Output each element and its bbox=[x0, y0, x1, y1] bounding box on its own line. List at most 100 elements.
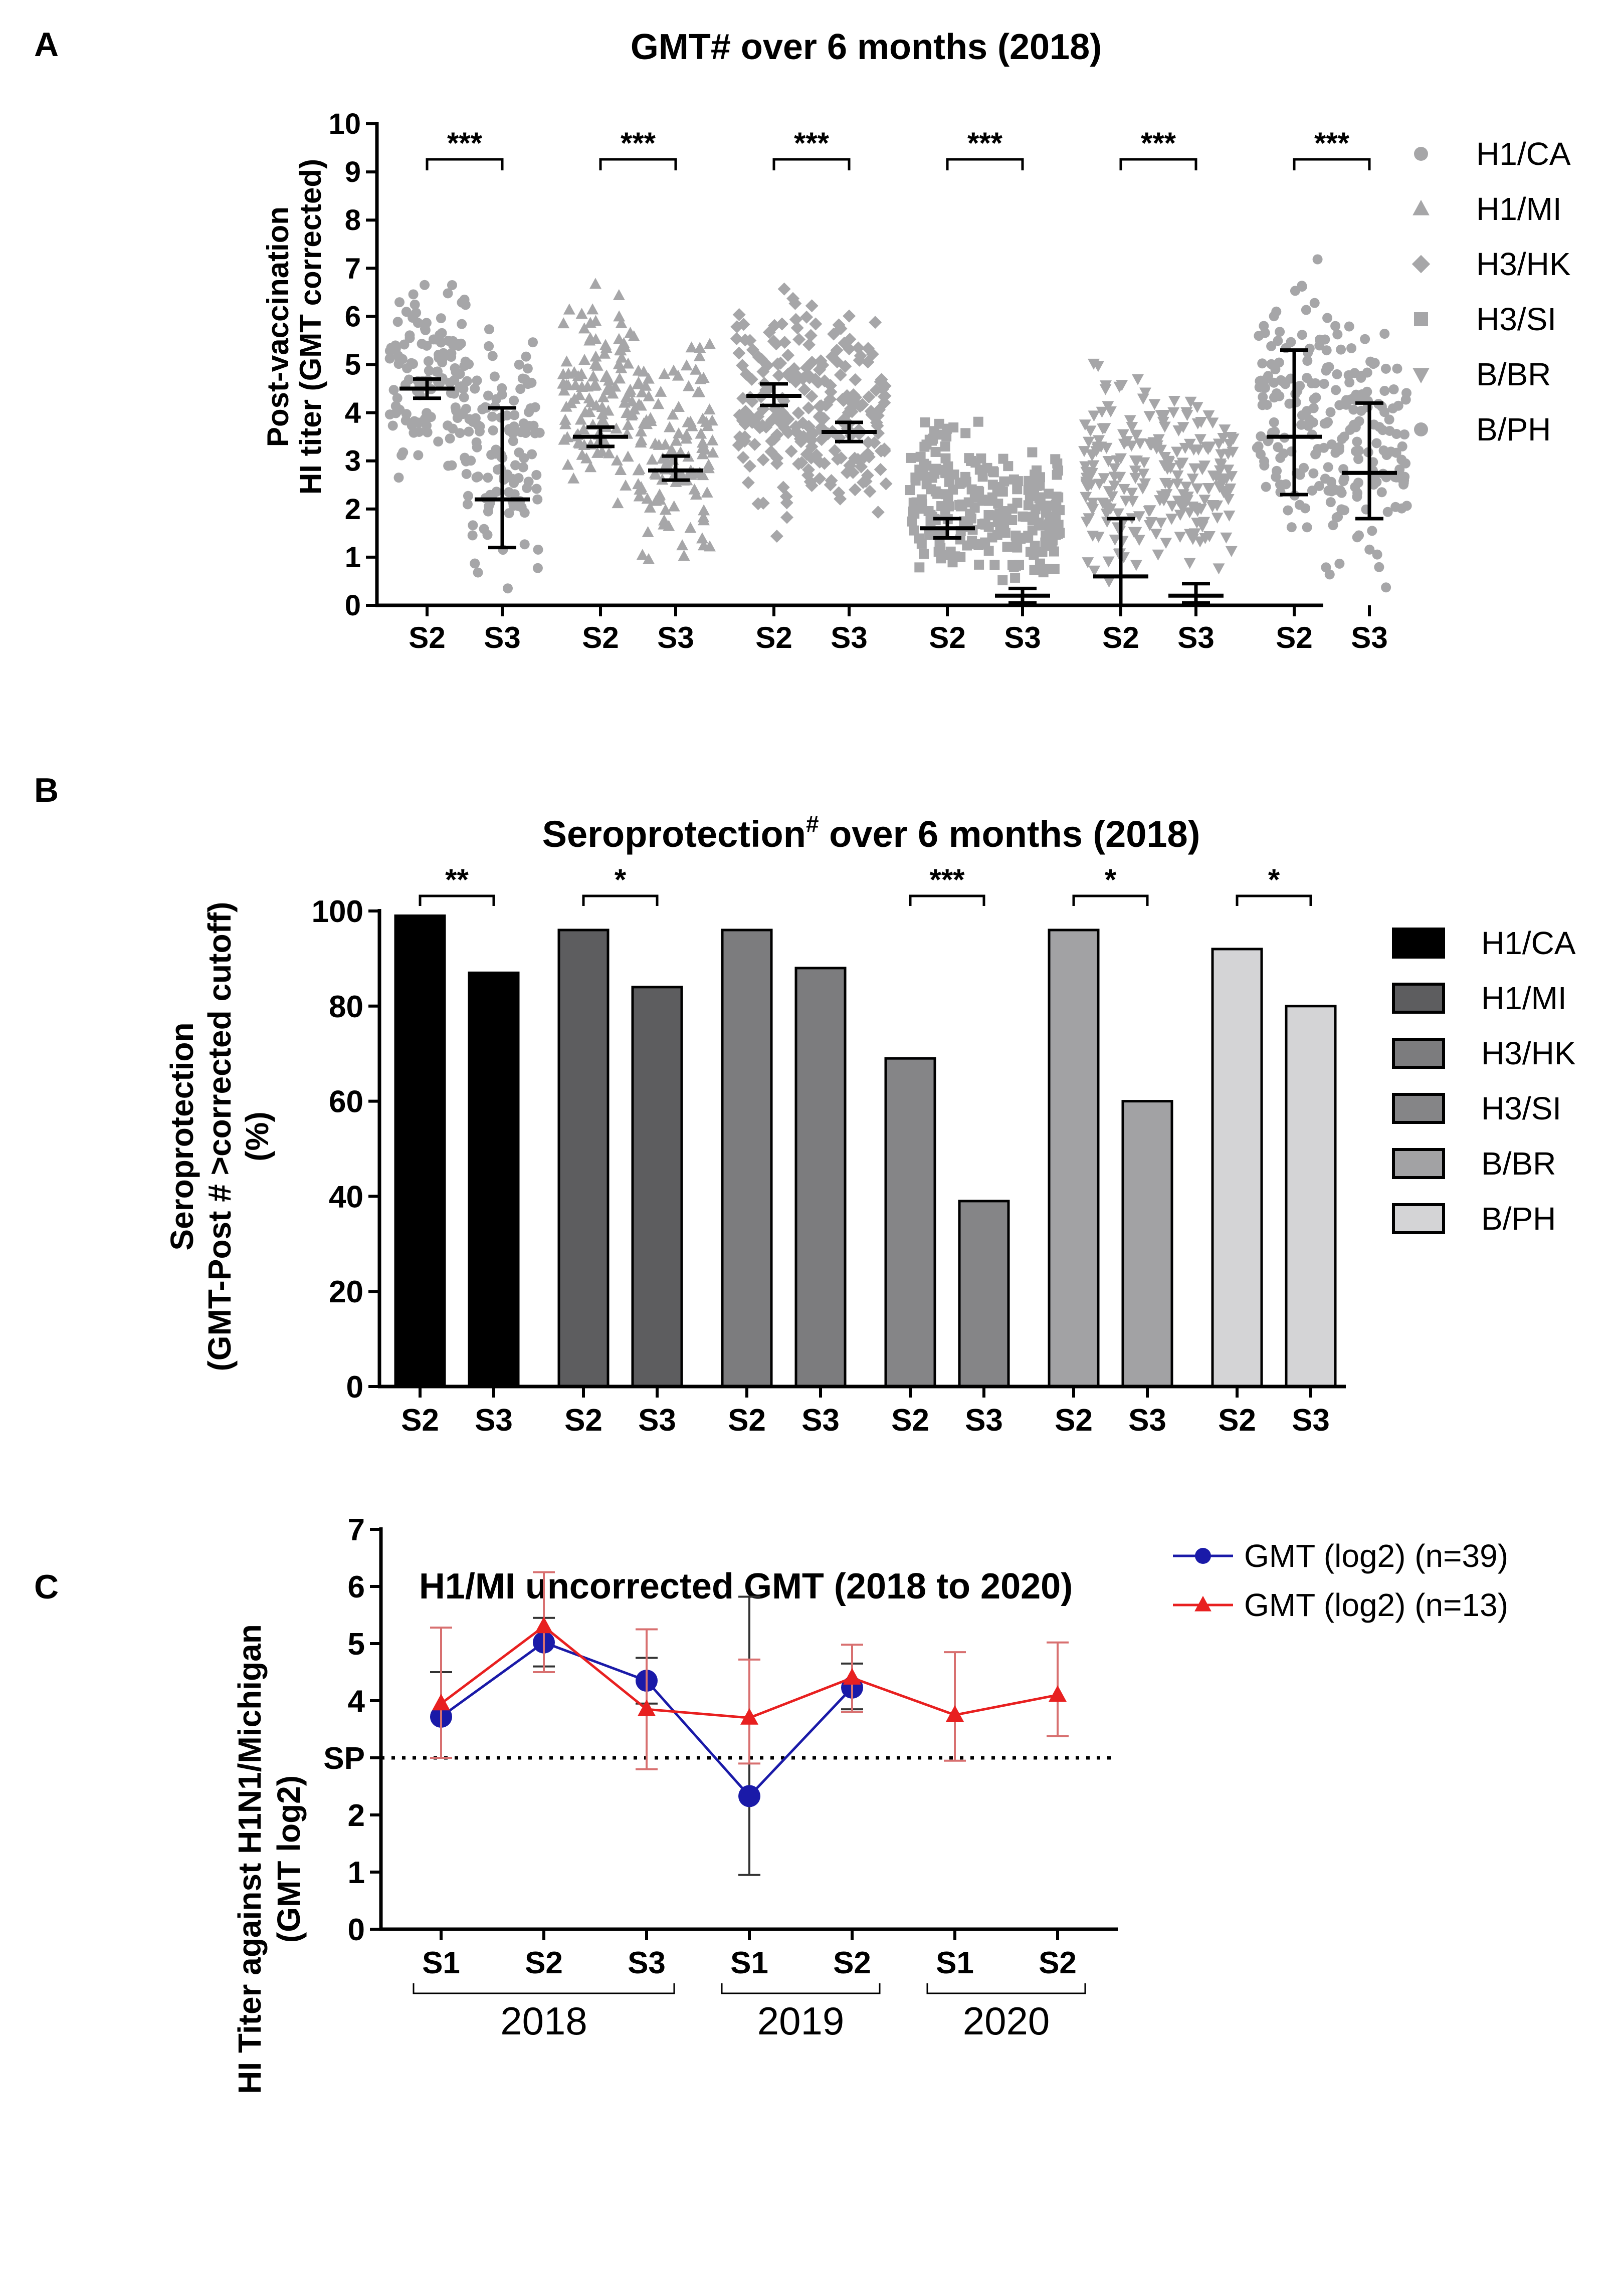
data-point-a bbox=[620, 479, 632, 491]
data-point-a bbox=[1052, 458, 1063, 469]
x-tick-label-b: S2 bbox=[1218, 1403, 1256, 1438]
data-point-a bbox=[693, 386, 706, 397]
data-point-a bbox=[1321, 345, 1332, 356]
data-point-a bbox=[957, 499, 967, 510]
data-point-a bbox=[694, 341, 706, 353]
data-point-a bbox=[906, 452, 916, 463]
data-point-a bbox=[504, 424, 514, 434]
data-point-a bbox=[805, 389, 819, 403]
data-point-a bbox=[1397, 441, 1407, 451]
x-tick-label-b: S3 bbox=[475, 1403, 513, 1438]
data-point-a bbox=[1326, 439, 1337, 449]
data-point-a bbox=[697, 539, 710, 551]
data-point-a bbox=[1093, 479, 1106, 490]
data-point-a bbox=[1087, 358, 1100, 370]
data-point-a bbox=[1079, 461, 1092, 473]
data-point-a bbox=[1338, 476, 1349, 487]
data-point-a bbox=[702, 462, 715, 474]
data-point-a bbox=[831, 452, 845, 466]
data-point-a bbox=[463, 491, 473, 501]
data-point-a bbox=[635, 425, 648, 436]
data-point-a bbox=[1160, 538, 1172, 549]
data-point-a bbox=[1364, 544, 1375, 555]
data-point-a bbox=[473, 567, 483, 578]
y-tick-label-c: 6 bbox=[348, 1570, 365, 1604]
legend-marker-c bbox=[1194, 1595, 1211, 1612]
data-point-a bbox=[682, 380, 695, 391]
data-point-a bbox=[1148, 399, 1161, 410]
data-point-a bbox=[1194, 434, 1206, 445]
data-point-a bbox=[1336, 504, 1347, 515]
data-point-a bbox=[411, 308, 422, 318]
data-point-a bbox=[1114, 472, 1126, 483]
data-point-a bbox=[591, 446, 603, 458]
data-point-a bbox=[1092, 443, 1104, 454]
data-point-a bbox=[655, 385, 667, 397]
data-point-a bbox=[685, 341, 698, 353]
data-point-a bbox=[752, 350, 765, 364]
legend-marker-a bbox=[1414, 312, 1428, 326]
data-point-a bbox=[999, 476, 1009, 487]
data-point-a bbox=[1222, 494, 1235, 505]
data-point-a bbox=[1303, 420, 1314, 431]
x-tick-label-b: S2 bbox=[891, 1403, 929, 1438]
y-tick-label-a: 4 bbox=[345, 397, 361, 429]
data-point-a bbox=[825, 350, 839, 363]
data-point-a bbox=[663, 421, 676, 432]
data-point-a bbox=[1380, 363, 1391, 374]
data-point-a bbox=[1080, 517, 1093, 528]
data-point-a bbox=[1371, 438, 1382, 448]
data-point-a bbox=[997, 575, 1008, 586]
data-point-a bbox=[619, 396, 631, 408]
x-tick-label-a: S2 bbox=[1276, 621, 1312, 654]
bar-b bbox=[1211, 948, 1263, 1388]
data-point-a bbox=[1396, 503, 1407, 514]
significance-label-a: *** bbox=[967, 126, 1003, 160]
data-point-a bbox=[805, 440, 819, 453]
y-tick-label-c: 1 bbox=[348, 1856, 365, 1890]
data-point-a bbox=[472, 375, 482, 386]
data-point-a bbox=[602, 404, 615, 416]
data-point-a bbox=[1254, 382, 1265, 392]
data-point-a bbox=[520, 427, 531, 438]
data-point-a bbox=[393, 350, 403, 361]
data-point-a bbox=[1325, 497, 1336, 508]
data-point-a bbox=[1002, 542, 1013, 552]
data-point-a bbox=[1213, 438, 1225, 450]
data-point-a bbox=[1103, 576, 1115, 588]
data-point-a bbox=[784, 444, 798, 458]
data-point-a bbox=[581, 380, 594, 392]
data-point-a bbox=[447, 460, 457, 471]
data-point-a bbox=[751, 497, 765, 511]
x-tick-label-b: S2 bbox=[564, 1403, 602, 1438]
legend-swatch-b bbox=[1392, 1148, 1445, 1179]
legend-label-a: H1/MI bbox=[1476, 191, 1562, 227]
data-point-a bbox=[1150, 529, 1162, 540]
data-point-a bbox=[577, 423, 590, 434]
data-point-a bbox=[636, 386, 648, 397]
data-point-a bbox=[935, 543, 946, 553]
data-point-a bbox=[1346, 343, 1357, 353]
data-point-a bbox=[643, 553, 655, 564]
data-point-a bbox=[969, 503, 980, 513]
data-point-a bbox=[1367, 526, 1377, 536]
data-point-a bbox=[393, 473, 404, 483]
data-point-a bbox=[1388, 384, 1399, 394]
data-point-a bbox=[756, 419, 769, 432]
data-point-a bbox=[563, 303, 575, 315]
data-point-a bbox=[522, 363, 533, 374]
data-point-a bbox=[1078, 446, 1091, 457]
data-point-a bbox=[798, 383, 812, 396]
data-point-c bbox=[1049, 1685, 1067, 1702]
data-point-a bbox=[872, 426, 885, 440]
y-tick-label-a: 2 bbox=[345, 493, 361, 526]
data-point-a bbox=[652, 398, 665, 409]
data-point-a bbox=[1176, 457, 1189, 469]
data-point-a bbox=[1401, 388, 1412, 398]
data-point-a bbox=[1152, 549, 1164, 561]
x-tick-label-a: S2 bbox=[1102, 621, 1139, 654]
data-point-a bbox=[859, 475, 873, 488]
data-point-a bbox=[558, 384, 570, 396]
data-point-a bbox=[1018, 511, 1028, 522]
